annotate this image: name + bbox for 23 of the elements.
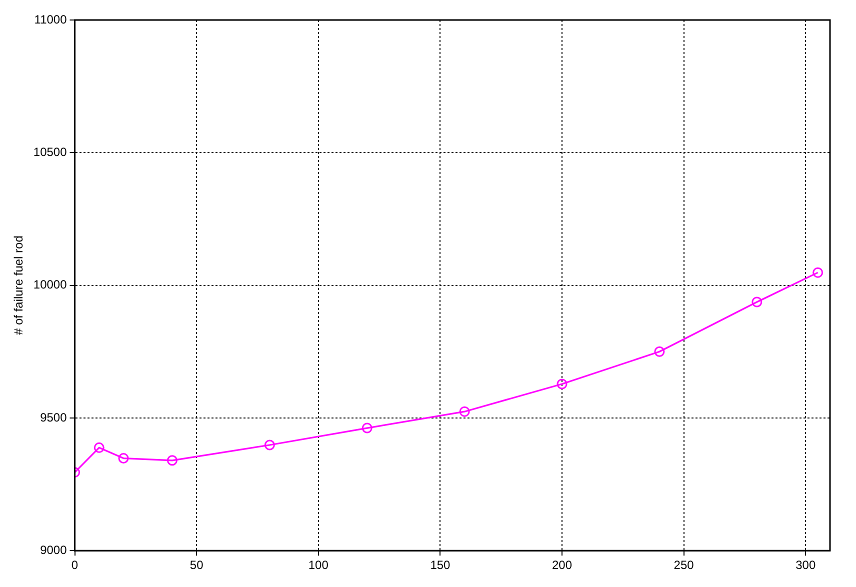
y-tick-label: 9500	[40, 410, 68, 424]
y-tick-label: 10000	[33, 278, 68, 292]
y-tick-label: 11000	[34, 12, 68, 26]
x-tick-label: 100	[308, 558, 329, 572]
point	[264, 440, 275, 450]
point	[118, 453, 129, 464]
x-tick-label: 250	[674, 558, 694, 572]
point	[812, 267, 824, 278]
y-tick-label: 10500	[33, 144, 68, 159]
x-tick-label: 200	[552, 558, 572, 572]
point	[459, 406, 470, 417]
x-tick-label: 0	[71, 558, 78, 572]
point	[166, 455, 178, 466]
point	[654, 346, 665, 357]
y-tick-label: 9000	[40, 542, 68, 557]
point	[752, 296, 762, 308]
x-tick-label: 50	[190, 558, 204, 572]
point	[94, 442, 104, 453]
y-axis-title: # of failure fuel rod	[12, 236, 26, 336]
x-tick-label: 300	[796, 558, 816, 572]
point	[556, 378, 568, 390]
x-tick-label: 150	[430, 558, 451, 572]
point	[362, 422, 372, 434]
